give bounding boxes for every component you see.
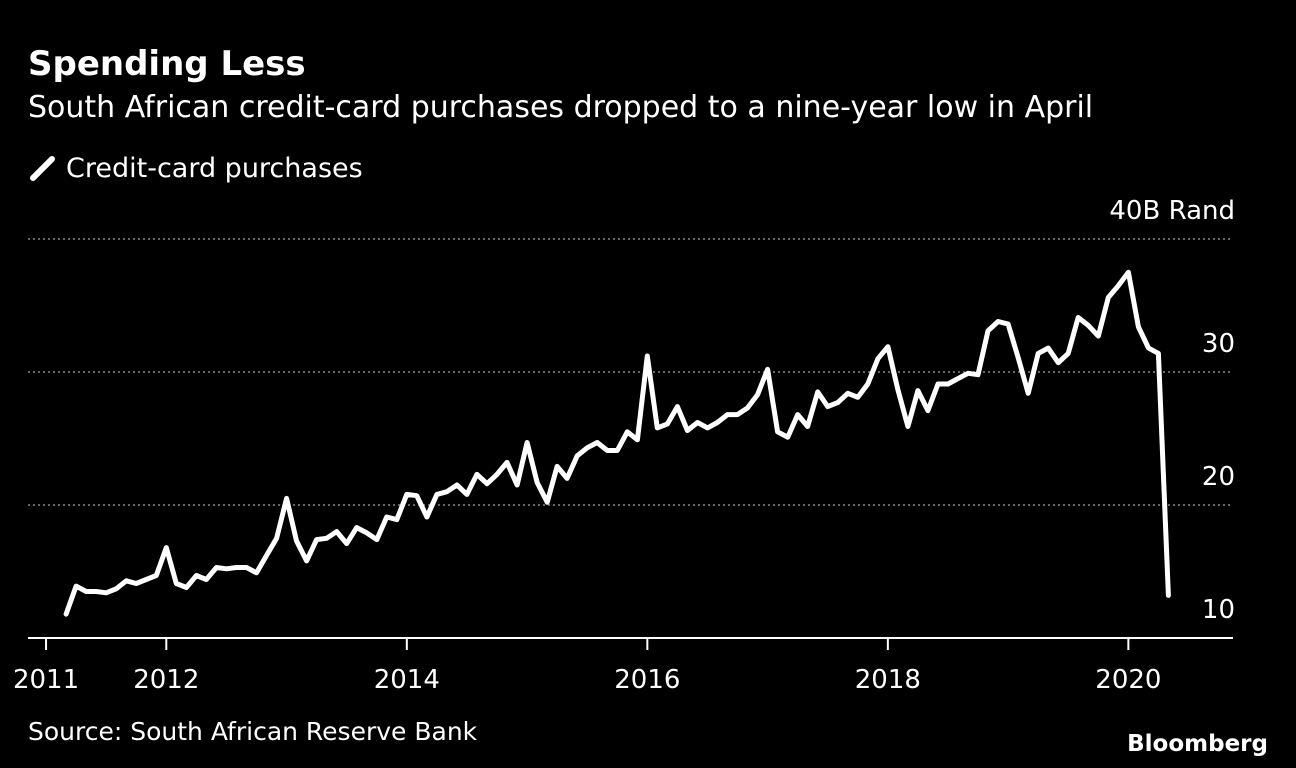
y-tick-label: 30 [1202, 329, 1235, 359]
chart-subtitle: South African credit-card purchases drop… [28, 90, 1093, 125]
x-tick-label: 2012 [133, 665, 199, 695]
x-tick-label: 2011 [13, 665, 79, 695]
series-line [63, 269, 1171, 617]
legend-swatch [30, 156, 55, 181]
x-tick-label: 2020 [1095, 665, 1161, 695]
y-tick-label: 40B Rand [1109, 196, 1235, 226]
x-tick-label: 2018 [855, 665, 921, 695]
source: Source: South African Reserve Bank [28, 717, 478, 746]
x-tick-label: 2014 [374, 665, 440, 695]
brand: Bloomberg [1127, 731, 1268, 757]
y-tick-label: 10 [1202, 595, 1235, 625]
x-tick-label: 2016 [614, 665, 680, 695]
legend-label: Credit-card purchases [66, 153, 363, 184]
chart-title: Spending Less [28, 44, 306, 84]
y-tick-label: 20 [1202, 462, 1235, 492]
